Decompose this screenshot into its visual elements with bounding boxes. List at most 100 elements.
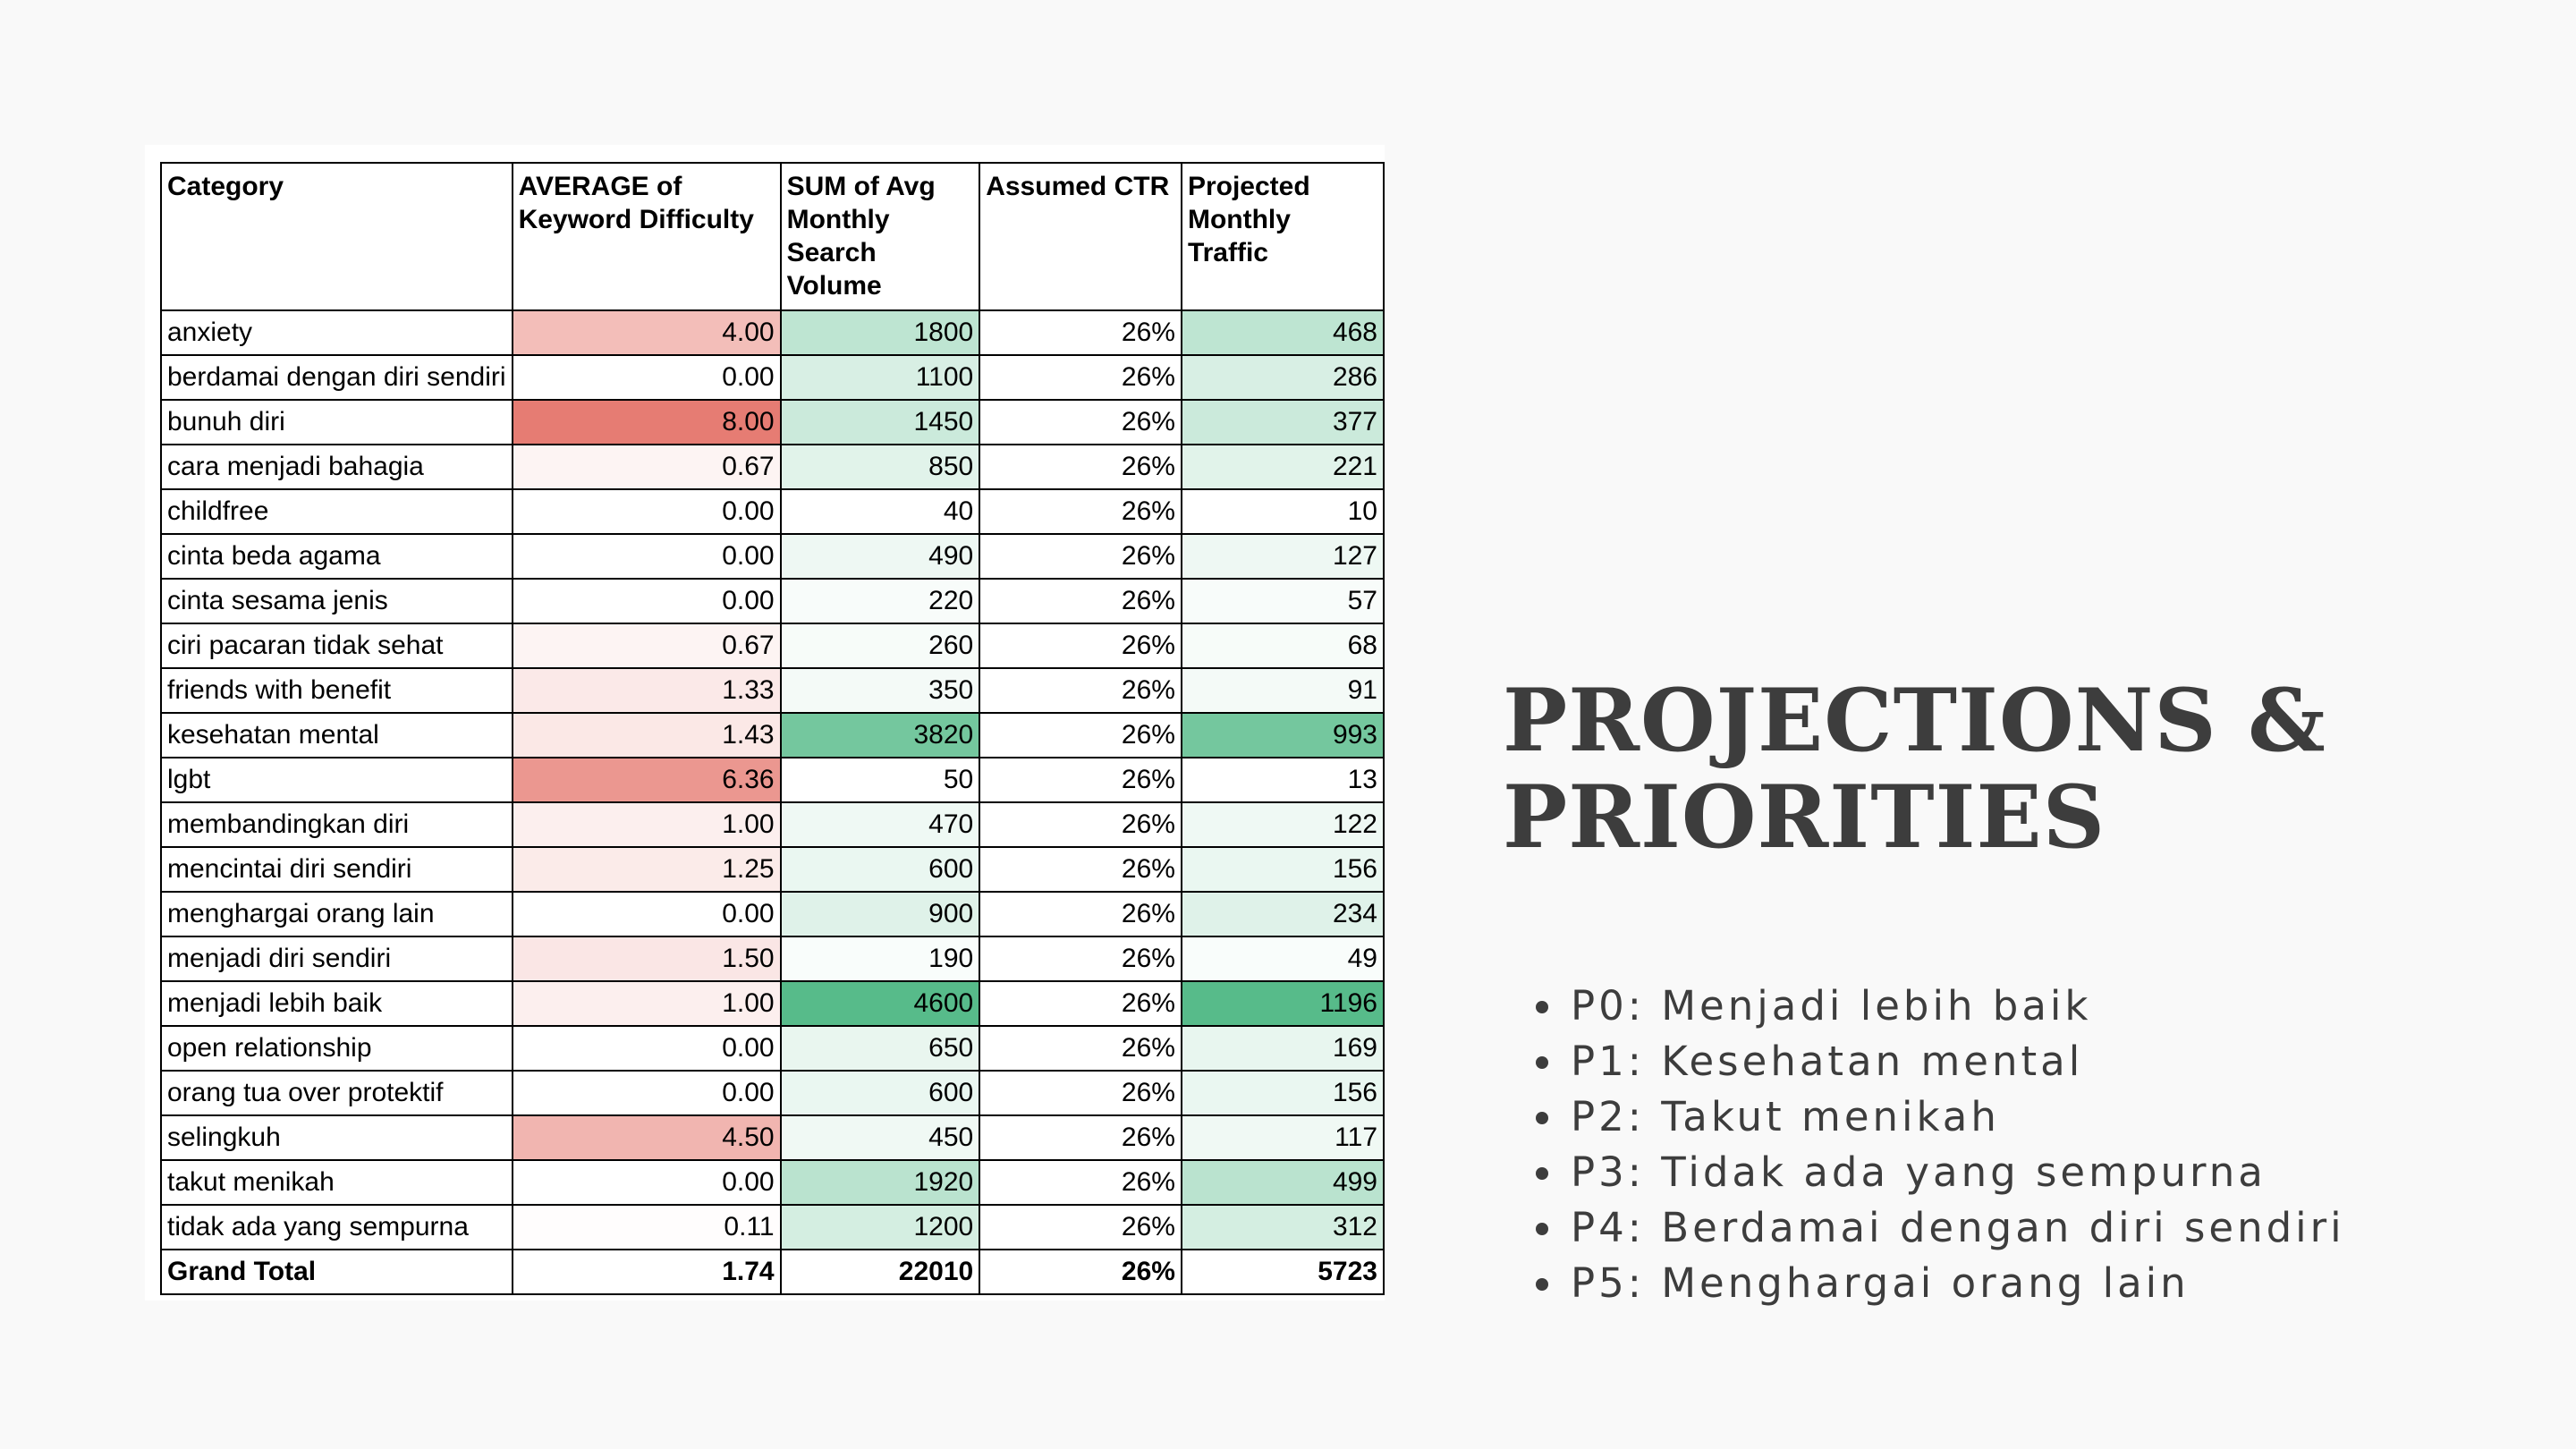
cell-category: menghargai orang lain	[160, 891, 513, 937]
cell-category: open relationship	[160, 1025, 513, 1072]
cell-projected-traffic: 156	[1180, 846, 1385, 893]
cell-assumed-ctr: 26%	[979, 399, 1182, 445]
cell-projected-traffic: 993	[1180, 712, 1385, 758]
priority-item: P0: Menjadi lebih baik	[1567, 979, 2345, 1034]
header-search-volume: SUM of Avg Monthly Search Volume	[779, 162, 981, 311]
cell-search-volume: 220	[779, 578, 981, 624]
cell-search-volume: 260	[779, 623, 981, 669]
cell-projected-traffic: 68	[1180, 623, 1385, 669]
cell-search-volume: 490	[779, 533, 981, 580]
table-row: kesehatan mental 1.43 3820 26% 993	[160, 712, 1385, 758]
priority-item: P5: Menghargai orang lain	[1567, 1256, 2345, 1311]
cell-projected-traffic: 10	[1180, 488, 1385, 535]
table-row: menghargai orang lain 0.00 900 26% 234	[160, 891, 1385, 937]
cell-projected-traffic: 221	[1180, 444, 1385, 490]
cell-search-volume: 4600	[779, 980, 981, 1027]
cell-projected-traffic: 57	[1180, 578, 1385, 624]
cell-search-volume: 600	[779, 1070, 981, 1116]
cell-category: anxiety	[160, 309, 513, 356]
cell-category: menjadi diri sendiri	[160, 936, 513, 982]
table-row: mencintai diri sendiri 1.25 600 26% 156	[160, 846, 1385, 893]
table-row: cinta beda agama 0.00 490 26% 127	[160, 533, 1385, 580]
cell-assumed-ctr: 26%	[979, 980, 1182, 1027]
cell-search-volume: 350	[779, 667, 981, 714]
cell-assumed-ctr: 26%	[979, 757, 1182, 803]
cell-keyword-difficulty: 1.43	[511, 712, 782, 758]
cell-search-volume: 1450	[779, 399, 981, 445]
table-row: berdamai dengan diri sendiri 0.00 1100 26% 2…	[160, 354, 1385, 401]
table-row: membandingkan diri 1.00 470 26% 122	[160, 801, 1385, 848]
priority-item: P1: Kesehatan mental	[1567, 1034, 2345, 1089]
cell-projected-traffic: 122	[1180, 801, 1385, 848]
cell-keyword-difficulty: 1.25	[511, 846, 782, 893]
cell-search-volume: 600	[779, 846, 981, 893]
cell-search-volume: 3820	[779, 712, 981, 758]
cell-assumed-ctr: 26%	[979, 1114, 1182, 1161]
cell-projected-traffic: 169	[1180, 1025, 1385, 1072]
cell-search-volume: 40	[779, 488, 981, 535]
cell-assumed-ctr: 26%	[979, 444, 1182, 490]
cell-search-volume: 1920	[779, 1159, 981, 1206]
cell-category: Grand Total	[160, 1249, 513, 1295]
header-category: Category	[160, 162, 513, 311]
cell-assumed-ctr: 26%	[979, 623, 1182, 669]
cell-keyword-difficulty: 0.00	[511, 533, 782, 580]
grand-total-row: Grand Total 1.74 22010 26% 5723	[160, 1249, 1385, 1295]
cell-category: cinta sesama jenis	[160, 578, 513, 624]
cell-keyword-difficulty: 0.00	[511, 488, 782, 535]
cell-projected-traffic: 468	[1180, 309, 1385, 356]
cell-keyword-difficulty: 1.00	[511, 980, 782, 1027]
cell-assumed-ctr: 26%	[979, 846, 1182, 893]
table-row: orang tua over protektif 0.00 600 26% 156	[160, 1070, 1385, 1116]
cell-assumed-ctr: 26%	[979, 578, 1182, 624]
cell-projected-traffic: 91	[1180, 667, 1385, 714]
cell-projected-traffic: 286	[1180, 354, 1385, 401]
cell-search-volume: 190	[779, 936, 981, 982]
cell-search-volume: 1200	[779, 1204, 981, 1250]
cell-keyword-difficulty: 8.00	[511, 399, 782, 445]
cell-search-volume: 900	[779, 891, 981, 937]
table-row: open relationship 0.00 650 26% 169	[160, 1025, 1385, 1072]
cell-search-volume: 1100	[779, 354, 981, 401]
table-row: friends with benefit 1.33 350 26% 91	[160, 667, 1385, 714]
cell-assumed-ctr: 26%	[979, 309, 1182, 356]
keyword-table: Category AVERAGE of Keyword Difficulty S…	[160, 162, 1385, 1295]
table-row: cara menjadi bahagia 0.67 850 26% 221	[160, 444, 1385, 490]
header-projected-traffic: Projected Monthly Traffic	[1180, 162, 1385, 311]
cell-category: mencintai diri sendiri	[160, 846, 513, 893]
cell-keyword-difficulty: 0.00	[511, 578, 782, 624]
cell-assumed-ctr: 26%	[979, 1025, 1182, 1072]
cell-category: menjadi lebih baik	[160, 980, 513, 1027]
cell-search-volume: 22010	[779, 1249, 981, 1295]
cell-category: cinta beda agama	[160, 533, 513, 580]
cell-assumed-ctr: 26%	[979, 1070, 1182, 1116]
cell-category: friends with benefit	[160, 667, 513, 714]
cell-projected-traffic: 156	[1180, 1070, 1385, 1116]
cell-assumed-ctr: 26%	[979, 936, 1182, 982]
cell-category: kesehatan mental	[160, 712, 513, 758]
cell-projected-traffic: 49	[1180, 936, 1385, 982]
header-row: Category AVERAGE of Keyword Difficulty S…	[160, 162, 1385, 311]
cell-category: lgbt	[160, 757, 513, 803]
cell-keyword-difficulty: 1.74	[511, 1249, 782, 1295]
cell-keyword-difficulty: 6.36	[511, 757, 782, 803]
cell-projected-traffic: 13	[1180, 757, 1385, 803]
cell-projected-traffic: 1196	[1180, 980, 1385, 1027]
priority-item: P2: Takut menikah	[1567, 1089, 2345, 1145]
cell-keyword-difficulty: 1.50	[511, 936, 782, 982]
priority-item: P4: Berdamai dengan diri sendiri	[1567, 1200, 2345, 1256]
header-assumed-ctr: Assumed CTR	[979, 162, 1182, 311]
cell-category: membandingkan diri	[160, 801, 513, 848]
cell-keyword-difficulty: 4.50	[511, 1114, 782, 1161]
cell-search-volume: 850	[779, 444, 981, 490]
cell-projected-traffic: 234	[1180, 891, 1385, 937]
cell-assumed-ctr: 26%	[979, 488, 1182, 535]
cell-search-volume: 1800	[779, 309, 981, 356]
table-row: cinta sesama jenis 0.00 220 26% 57	[160, 578, 1385, 624]
cell-keyword-difficulty: 1.00	[511, 801, 782, 848]
table-row: lgbt 6.36 50 26% 13	[160, 757, 1385, 803]
cell-assumed-ctr: 26%	[979, 667, 1182, 714]
cell-assumed-ctr: 26%	[979, 801, 1182, 848]
table-row: menjadi diri sendiri 1.50 190 26% 49	[160, 936, 1385, 982]
cell-projected-traffic: 117	[1180, 1114, 1385, 1161]
